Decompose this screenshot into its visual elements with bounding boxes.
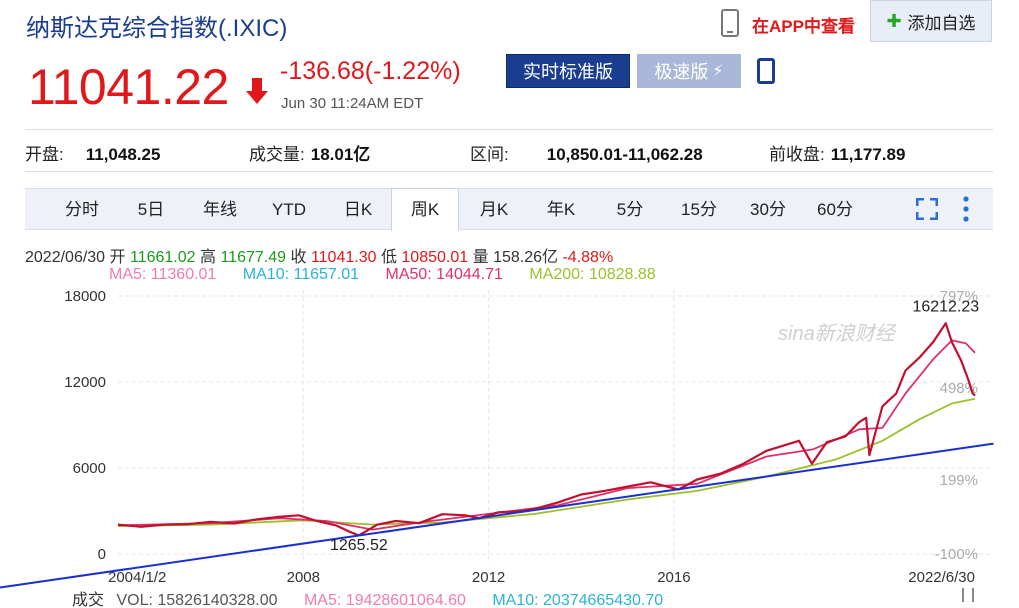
x-tick-label: 2012 xyxy=(472,569,505,586)
annotation-label: 1265.52 xyxy=(330,537,388,554)
series-line-ma50 xyxy=(117,339,976,531)
price-change: -136.68(-1.22%) xyxy=(280,57,461,85)
fullscreen-icon[interactable] xyxy=(916,198,938,220)
x-tick-label: 2016 xyxy=(657,569,690,586)
stat-prev-close: 前收盘: 11,177.89 xyxy=(769,145,906,164)
divider xyxy=(25,171,993,172)
down-arrow-icon xyxy=(246,78,268,104)
volume-legend: 成交 VOL: 15826140328.00 MA5: 19428601064.… xyxy=(72,592,664,608)
legend-ma200: MA200: 10828.88 xyxy=(529,266,656,283)
more-options-icon[interactable] xyxy=(962,195,970,223)
stat-range: 区间: 10,850.01-11,062.28 xyxy=(470,145,703,164)
pct-tick-label: -100% xyxy=(935,546,978,563)
tab-daily-k[interactable]: 日K xyxy=(343,200,373,219)
tab-year-line[interactable]: 年线 xyxy=(203,200,237,219)
tab-yearly-k[interactable]: 年K xyxy=(546,200,576,219)
trendline xyxy=(0,442,994,589)
x-tick-label: 2008 xyxy=(287,569,320,586)
current-price: 11041.22 xyxy=(28,59,229,115)
tab-weekly-k[interactable]: 周K xyxy=(391,188,459,231)
y-tick-label: 12000 xyxy=(64,374,106,391)
legend-ma50: MA50: 14044.71 xyxy=(385,266,503,283)
lightning-icon: ⚡ xyxy=(712,63,724,80)
tab-5day[interactable]: 5日 xyxy=(137,200,165,219)
volume-label: 成交 xyxy=(72,592,105,608)
tab-5min[interactable]: 5分 xyxy=(616,200,644,219)
volume-toggle-icon[interactable] xyxy=(962,588,974,602)
pct-tick-label: 199% xyxy=(940,472,978,489)
chart-period-tabs: 分时 5日 年线 YTD 日K 周K 月K 年K 5分 15分 30分 60分 xyxy=(25,188,993,231)
series-line-price xyxy=(117,322,976,537)
tab-ytd[interactable]: YTD xyxy=(272,200,306,219)
stat-open: 开盘: 11,048.25 xyxy=(25,145,161,164)
tab-monthly-k[interactable]: 月K xyxy=(479,200,509,219)
pct-tick-label: 797% xyxy=(940,288,978,305)
tab-intraday[interactable]: 分时 xyxy=(65,200,99,219)
annotation-label: 16212.23 xyxy=(912,299,979,316)
quote-time: Jun 30 11:24AM EDT xyxy=(281,95,424,112)
legend-ma10: MA10: 11657.01 xyxy=(242,266,360,283)
y-tick-label: 6000 xyxy=(73,460,106,477)
pct-tick-label: 498% xyxy=(940,380,978,397)
plus-icon: ✚ xyxy=(886,10,902,31)
tab-30min[interactable]: 30分 xyxy=(750,200,786,219)
add-to-watchlist-button[interactable]: ✚ 添加自选 xyxy=(870,0,992,42)
watch-label: 添加自选 xyxy=(907,13,976,33)
price-chart: 0 6000 12000 18000 797% 498% 199% -100% 2004/1/2… xyxy=(0,288,994,589)
fast-version-label: 极速版 xyxy=(654,62,709,82)
x-tick-label: 2022/6/30 xyxy=(908,569,975,586)
page-title: 纳斯达克综合指数(.IXIC) xyxy=(26,15,288,42)
stat-volume: 成交量: 18.01亿 xyxy=(249,145,371,164)
ohlc-readout: 2022/06/30 开 11661.02 高 11677.49 收 11041… xyxy=(25,249,614,266)
ma-legend: MA5: 11360.01 MA10: 11657.01 MA50: 14044… xyxy=(109,266,656,284)
fast-version-button[interactable]: 极速版 ⚡ xyxy=(637,54,741,88)
divider xyxy=(25,129,993,130)
tab-15min[interactable]: 15分 xyxy=(681,200,717,219)
open-in-app-link[interactable]: 在APP中查看 xyxy=(752,17,855,36)
sina-watermark: sina新浪财经 xyxy=(778,323,897,345)
tab-60min[interactable]: 60分 xyxy=(817,200,853,219)
x-tick-label: 2004/1/2 xyxy=(108,569,166,586)
phone-icon[interactable] xyxy=(721,9,739,37)
legend-ma5: MA5: 11360.01 xyxy=(109,266,217,283)
y-tick-label: 0 xyxy=(98,546,106,563)
realtime-standard-button[interactable]: 实时标准版 xyxy=(506,54,630,88)
mobile-icon[interactable] xyxy=(757,58,775,84)
y-tick-label: 18000 xyxy=(64,288,106,305)
